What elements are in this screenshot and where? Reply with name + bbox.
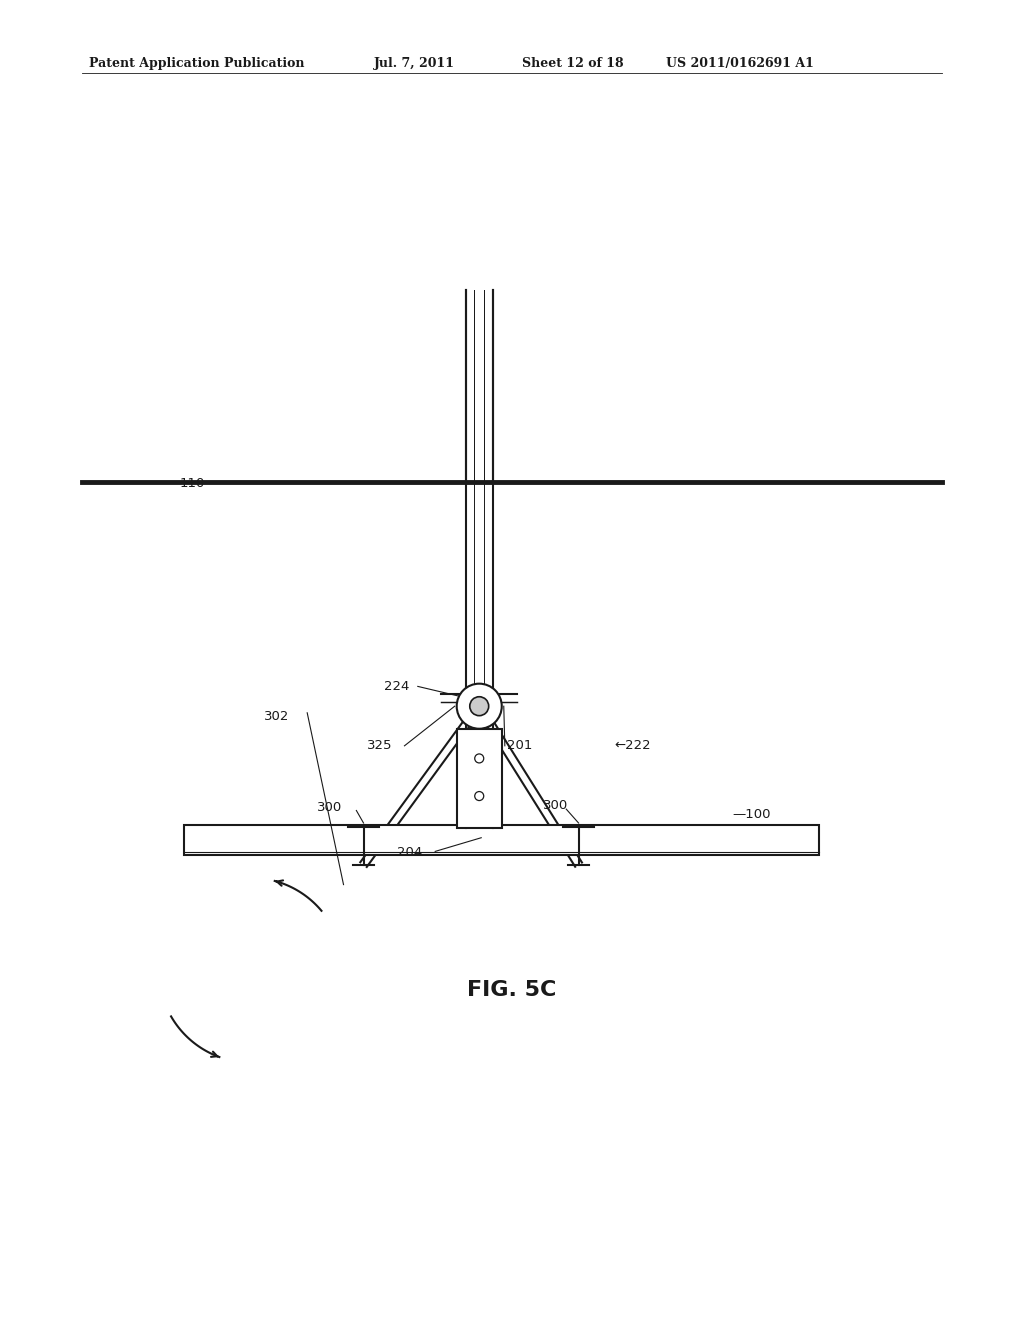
Text: 204: 204 (397, 846, 423, 859)
Text: 110: 110 (179, 477, 205, 490)
Text: 300: 300 (317, 801, 343, 814)
Text: 300: 300 (543, 799, 568, 812)
Circle shape (457, 684, 502, 729)
Text: 302: 302 (264, 710, 290, 723)
Circle shape (470, 697, 488, 715)
Text: Sheet 12 of 18: Sheet 12 of 18 (522, 57, 624, 70)
Text: ←222: ←222 (614, 739, 651, 752)
Text: Jul. 7, 2011: Jul. 7, 2011 (374, 57, 455, 70)
Bar (184, 825, 819, 855)
Text: FIG. 5C: FIG. 5C (467, 979, 557, 1001)
Circle shape (475, 792, 483, 800)
Text: 224: 224 (384, 680, 410, 693)
Text: US 2011/0162691 A1: US 2011/0162691 A1 (666, 57, 813, 70)
Bar (457, 729, 502, 828)
Text: 201: 201 (507, 739, 532, 752)
Text: —100: —100 (732, 808, 771, 821)
Text: Patent Application Publication: Patent Application Publication (89, 57, 304, 70)
Circle shape (475, 754, 483, 763)
Text: 325: 325 (367, 739, 392, 752)
